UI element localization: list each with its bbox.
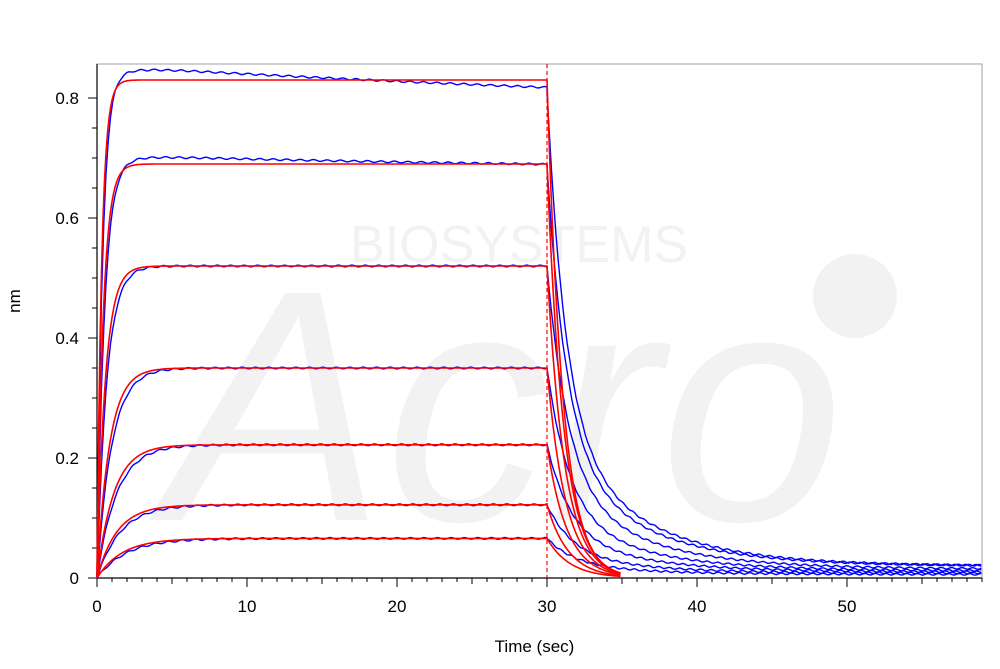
watermark-sub-text: BIOSYSTEMS — [350, 216, 688, 274]
y-tick-label: 0 — [70, 569, 79, 588]
fit-curve — [96, 163, 621, 579]
fit-curve — [96, 265, 621, 579]
x-tick-label: 30 — [538, 597, 557, 616]
x-tick-label: 20 — [388, 597, 407, 616]
x-ticks: 0 10 20 30 40 50 — [92, 578, 983, 616]
fit-curves — [96, 79, 621, 579]
x-tick-label: 40 — [688, 597, 707, 616]
x-tick-label: 50 — [838, 597, 857, 616]
fit-curve — [96, 444, 621, 579]
axes: 0 10 20 30 40 50 0 0.2 0.4 0.6 0.8 — [55, 64, 983, 616]
watermark-dot-icon — [813, 254, 897, 338]
x-axis-title: Time (sec) — [495, 637, 575, 656]
x-tick-label: 10 — [238, 597, 257, 616]
fit-curve — [96, 367, 621, 579]
y-tick-label: 0.6 — [55, 209, 79, 228]
fit-curve — [96, 79, 621, 579]
watermark-brand-text: Acro — [144, 221, 843, 590]
watermark: BIOSYSTEMS Acro — [144, 216, 897, 590]
x-tick-label: 0 — [92, 597, 101, 616]
y-axis-title: nm — [5, 289, 24, 313]
fit-curve — [96, 504, 621, 579]
fit-curve — [96, 537, 621, 579]
measured-curve — [96, 68, 982, 579]
y-tick-label: 0.8 — [55, 89, 79, 108]
y-tick-label: 0.2 — [55, 449, 79, 468]
y-tick-label: 0.4 — [55, 329, 79, 348]
y-ticks: 0 0.2 0.4 0.6 0.8 — [55, 89, 97, 588]
